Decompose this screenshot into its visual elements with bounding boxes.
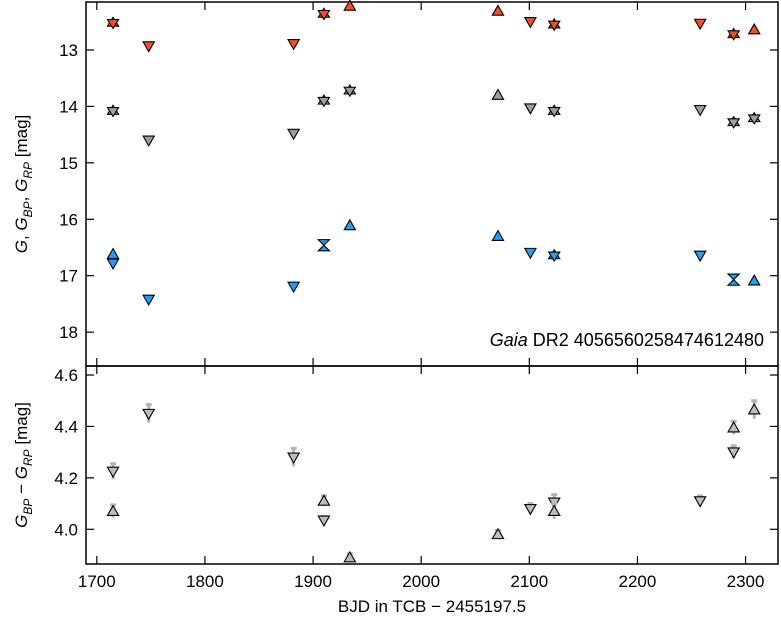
- y-tick-label: 16: [59, 210, 78, 229]
- data-point-star-down: [343, 86, 357, 98]
- color-index-panel-frame: [85, 365, 779, 565]
- data-point-down-triangle: [142, 408, 156, 421]
- y-tick-label: 18: [59, 323, 78, 342]
- data-point-down-triangle: [523, 17, 537, 29]
- data-point-up-triangle: [547, 504, 561, 517]
- data-point-up-triangle: [343, 218, 357, 231]
- data-point-down-triangle: [727, 447, 741, 459]
- data-point-star-down: [547, 107, 561, 118]
- annotation-gaia: Gaia: [490, 330, 528, 350]
- magnitude-points: [106, 0, 761, 307]
- y-tick-label: 4.4: [54, 417, 78, 436]
- data-point-down-triangle: [317, 515, 331, 527]
- x-tick-label: 1900: [294, 572, 332, 591]
- x-axis-ticks: 1700 1800 1900 2000 2100 2200 2300: [78, 2, 765, 591]
- x-tick-label: 1700: [78, 572, 116, 591]
- data-point-down-triangle: [287, 452, 301, 464]
- data-point-down-triangle: [693, 496, 707, 508]
- data-point-down-triangle: [523, 503, 537, 516]
- data-point-up-triangle: [491, 88, 505, 100]
- data-point-star-down: [547, 251, 561, 263]
- source-id-annotation: Gaia DR2 4056560258474612480: [490, 330, 764, 350]
- data-point-bowtie-top: [316, 239, 331, 247]
- series-g-bp: [106, 218, 761, 307]
- series-g-rp: [106, 0, 761, 53]
- data-point-down-triangle: [523, 247, 537, 260]
- data-point-down-triangle: [523, 103, 537, 115]
- y-tick-label: 17: [59, 267, 78, 286]
- data-point-down-triangle: [287, 39, 301, 51]
- data-point-up-triangle: [747, 403, 761, 415]
- y-tick-label: 4.6: [54, 366, 78, 385]
- color-index-points: [106, 399, 761, 563]
- x-tick-label: 2000: [402, 572, 440, 591]
- magnitude-panel-frame: [85, 1, 779, 367]
- data-point-bowtie-top: [726, 273, 741, 281]
- data-point-star-down: [317, 96, 331, 108]
- data-point-star-down: [727, 118, 741, 129]
- data-point-up-triangle: [317, 494, 331, 506]
- color-index-ticks: 4.0 4.2 4.4 4.6: [54, 366, 778, 539]
- data-point-star-down: [727, 30, 741, 41]
- top-y-axis-label: G, GBP, GRP [mag]: [12, 115, 35, 254]
- x-tick-label: 2100: [510, 572, 548, 591]
- data-point-up-triangle: [747, 274, 761, 286]
- data-point-down-triangle: [693, 105, 707, 117]
- bottom-y-axis-label: GBP − GRP [mag]: [12, 402, 35, 528]
- magnitude-ticks: 13 14 15 16 17 18: [59, 41, 778, 342]
- annotation-source-id: DR2 4056560258474612480: [528, 330, 764, 350]
- data-point-bowtie-bottom: [726, 278, 741, 286]
- data-point-up-triangle: [491, 527, 505, 540]
- data-point-up-triangle: [747, 22, 761, 35]
- x-tick-label: 1800: [186, 572, 224, 591]
- data-point-down-triangle: [693, 18, 707, 31]
- data-point-down-triangle: [106, 466, 120, 479]
- x-axis-label: BJD in TCB − 2455197.5: [338, 597, 526, 616]
- data-point-bowtie-bottom: [316, 244, 331, 252]
- data-point-star-down: [547, 20, 561, 32]
- data-point-star-down: [747, 114, 761, 125]
- x-tick-label: 2200: [619, 572, 657, 591]
- data-point-star-down: [106, 18, 120, 30]
- data-point-up-triangle: [106, 247, 120, 260]
- data-point-down-triangle: [142, 294, 156, 307]
- data-point-up-triangle: [491, 4, 505, 16]
- data-point-up-triangle: [343, 0, 357, 11]
- data-point-star-down: [106, 107, 120, 118]
- y-tick-label: 15: [59, 154, 78, 173]
- data-point-down-triangle: [693, 250, 707, 263]
- data-point-up-triangle: [491, 229, 505, 241]
- data-point-up-triangle: [727, 421, 741, 433]
- y-tick-label: 13: [59, 41, 78, 60]
- data-point-down-triangle: [287, 128, 301, 141]
- y-tick-label: 4.0: [54, 520, 78, 539]
- data-point-down-triangle: [287, 281, 301, 294]
- series-color-index: [106, 399, 761, 563]
- data-point-down-triangle: [142, 41, 156, 53]
- y-tick-label: 4.2: [54, 469, 78, 488]
- data-point-down-triangle: [106, 258, 120, 270]
- data-point-up-triangle: [106, 504, 120, 517]
- data-point-star-down: [317, 9, 331, 21]
- magnitude-panel: 13 14 15 16 17 18 Gaia DR2 405656025847461248…: [59, 0, 779, 367]
- series-g: [106, 83, 761, 147]
- y-tick-label: 14: [59, 97, 78, 116]
- data-point-down-triangle: [142, 135, 156, 147]
- data-point-up-triangle: [343, 550, 357, 563]
- color-index-panel: 4.0 4.2 4.4 4.6: [54, 365, 779, 565]
- x-tick-label: 2300: [727, 572, 765, 591]
